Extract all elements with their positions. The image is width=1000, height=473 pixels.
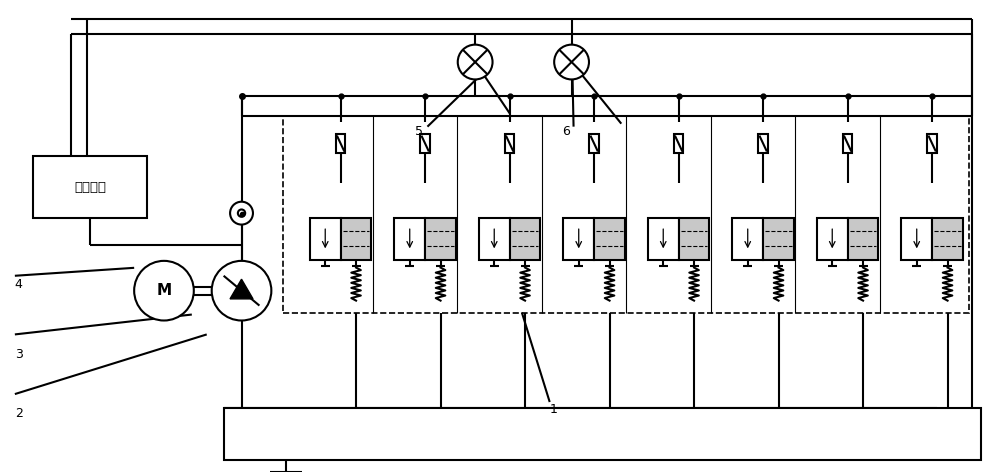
Bar: [932, 218, 963, 260]
Text: 控制系统: 控制系统: [74, 181, 106, 194]
Bar: [817, 218, 848, 260]
Text: 4: 4: [15, 278, 23, 291]
Bar: [679, 218, 709, 260]
Bar: [732, 218, 763, 260]
Text: 6: 6: [562, 125, 570, 138]
Bar: [843, 133, 852, 154]
Bar: [674, 133, 683, 154]
Bar: [758, 133, 768, 154]
Circle shape: [458, 44, 493, 79]
Polygon shape: [230, 279, 253, 299]
Text: M: M: [156, 283, 172, 298]
Bar: [848, 218, 878, 260]
Circle shape: [554, 44, 589, 79]
Circle shape: [134, 261, 194, 321]
Bar: [33, 157, 147, 218]
Bar: [510, 218, 540, 260]
Text: 3: 3: [15, 348, 23, 361]
Bar: [420, 133, 430, 154]
Bar: [341, 218, 371, 260]
Bar: [336, 133, 345, 154]
Bar: [763, 218, 794, 260]
Bar: [589, 133, 599, 154]
Bar: [594, 218, 625, 260]
Text: 2: 2: [15, 407, 23, 420]
Circle shape: [238, 210, 245, 217]
Circle shape: [230, 201, 253, 225]
Bar: [563, 218, 594, 260]
Bar: [927, 133, 937, 154]
Bar: [310, 218, 341, 260]
Bar: [901, 218, 932, 260]
Bar: [283, 116, 969, 313]
Bar: [425, 218, 456, 260]
Bar: [479, 218, 510, 260]
Bar: [224, 408, 981, 460]
Text: 1: 1: [550, 403, 558, 416]
Bar: [505, 133, 514, 154]
Bar: [648, 218, 679, 260]
Circle shape: [212, 261, 271, 321]
Text: 5: 5: [415, 125, 423, 138]
Bar: [394, 218, 425, 260]
